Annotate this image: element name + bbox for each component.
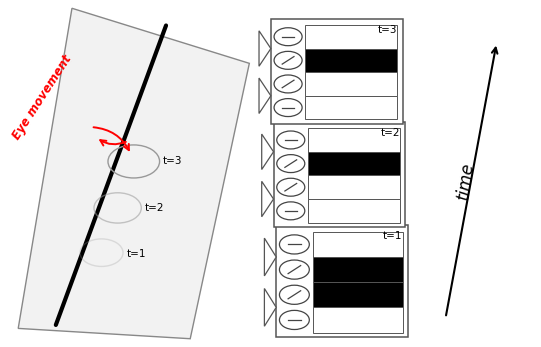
Polygon shape [265, 238, 276, 276]
Text: t=1: t=1 [383, 231, 403, 241]
Bar [305, 25, 397, 49]
Bar [276, 225, 408, 337]
Bar [308, 176, 400, 199]
Bar [308, 199, 400, 223]
Bar [313, 232, 403, 257]
Bar [308, 128, 400, 152]
Bar [305, 96, 397, 119]
Text: t=3: t=3 [162, 156, 182, 167]
Polygon shape [259, 31, 271, 66]
Polygon shape [262, 134, 274, 169]
Polygon shape [259, 78, 271, 113]
Polygon shape [18, 8, 249, 339]
Text: t=3: t=3 [378, 25, 397, 35]
Polygon shape [262, 181, 274, 217]
Bar [305, 49, 397, 72]
Bar [313, 307, 403, 332]
Text: t=1: t=1 [127, 249, 146, 260]
Bar [308, 152, 400, 176]
Text: t=2: t=2 [380, 128, 400, 138]
Text: t=2: t=2 [144, 203, 164, 213]
Bar [274, 122, 405, 227]
Bar [313, 257, 403, 282]
Polygon shape [265, 288, 276, 326]
Bar [271, 19, 403, 124]
Bar [305, 72, 397, 96]
Text: time: time [454, 161, 477, 200]
Bar [313, 282, 403, 307]
Text: Eye movement: Eye movement [10, 53, 75, 142]
